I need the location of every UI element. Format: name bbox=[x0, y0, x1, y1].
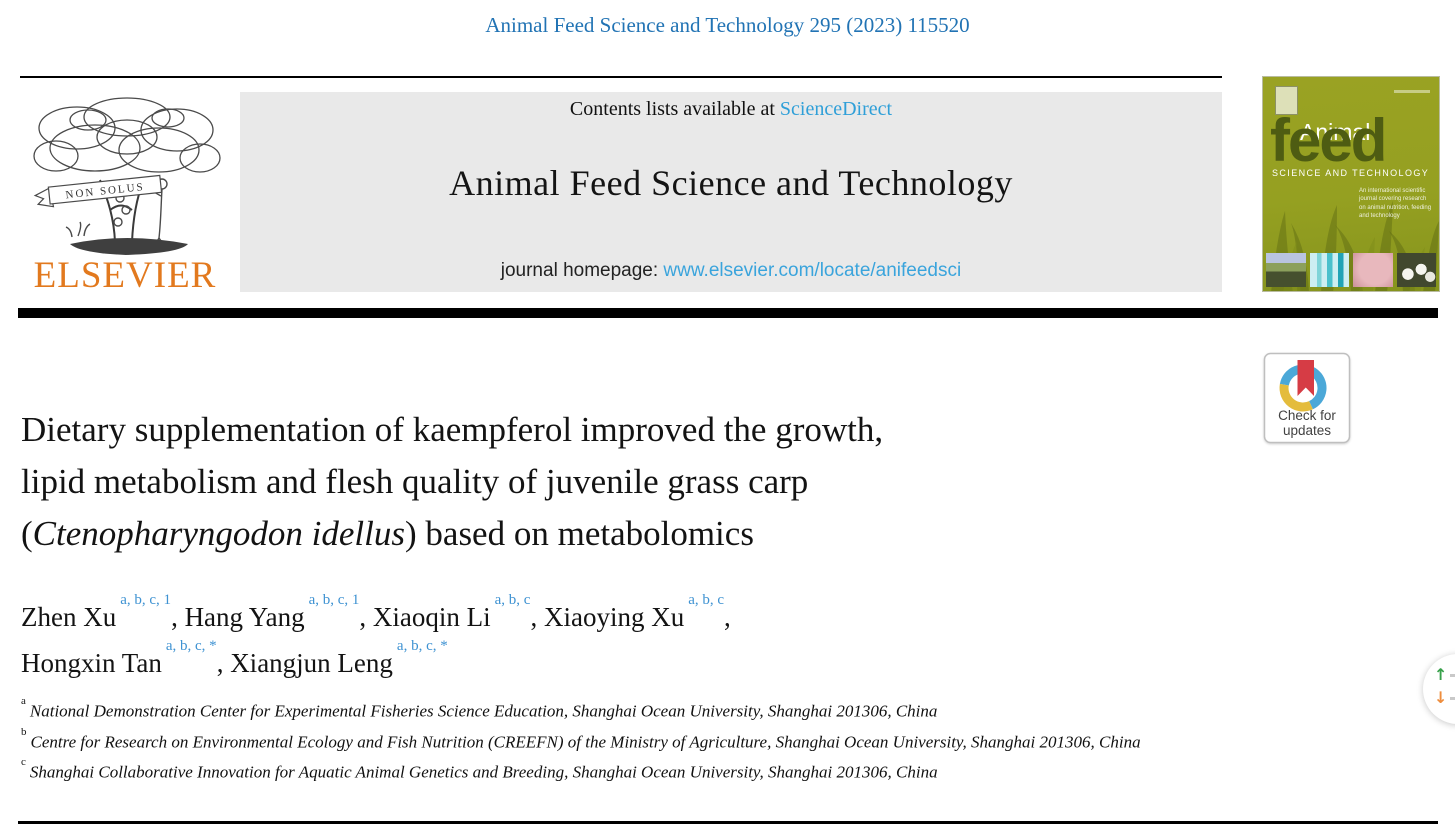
contents-list-line: Contents lists available at ScienceDirec… bbox=[240, 98, 1222, 121]
title-line3-rest: ) based on metabolomics bbox=[405, 514, 754, 553]
author-affiliation-sup: a, b, c bbox=[494, 592, 531, 608]
author-separator: , bbox=[359, 602, 373, 632]
cover-photo-strip bbox=[1263, 253, 1439, 287]
author-name: Hongxin Tan bbox=[21, 648, 162, 678]
author: Xiaoying Xua, b, c, bbox=[543, 592, 731, 632]
affiliation-text: Shanghai Collaborative Innovation for Aq… bbox=[29, 762, 938, 782]
journal-homepage-line: journal homepage: www.elsevier.com/locat… bbox=[240, 260, 1222, 282]
badge-label-line1: Check for bbox=[1278, 408, 1336, 423]
author-affiliation-sup: a, b, c bbox=[688, 592, 725, 608]
article-title: Dietary supplementation of kaempferol im… bbox=[21, 404, 1231, 560]
author-name: Zhen Xu bbox=[21, 602, 117, 632]
badge-ring-blue bbox=[1279, 364, 1327, 410]
author-line-2: Hongxin Tana, b, c, *, Xiangjun Lenga, b… bbox=[21, 638, 1121, 684]
cover-elsevier-mini-logo bbox=[1275, 86, 1298, 115]
check-for-updates-badge[interactable]: Check for updates bbox=[1263, 352, 1351, 444]
scroll-up-arrow-icon[interactable]: ↑ bbox=[1434, 665, 1448, 684]
affiliation-a: aNational Demonstration Center for Exper… bbox=[21, 694, 1259, 725]
author-separator: , bbox=[216, 648, 231, 678]
article-title-line1: Dietary supplementation of kaempferol im… bbox=[21, 410, 884, 449]
sciencedirect-link[interactable]: ScienceDirect bbox=[779, 98, 893, 120]
author: Hang Yanga, b, c, 1, bbox=[184, 592, 373, 632]
author-name: Xiaoqin Li bbox=[372, 602, 491, 632]
author: Zhen Xua, b, c, 1, bbox=[21, 592, 185, 632]
header-thick-divider bbox=[18, 308, 1438, 318]
cover-thumb-chickens bbox=[1396, 253, 1436, 287]
elsevier-logo: NON SOLUS ELSEVIER bbox=[18, 90, 232, 296]
scroll-widget-mark bbox=[1450, 674, 1455, 677]
author: Xiaoqin Lia, b, c, bbox=[372, 592, 544, 632]
cover-title-animal: Animal bbox=[1300, 119, 1371, 145]
journal-citation-header: Animal Feed Science and Technology 295 (… bbox=[485, 13, 970, 37]
homepage-prefix-text: journal homepage: bbox=[500, 260, 664, 281]
scroll-navigation-widget[interactable]: ↑ ↓ bbox=[1423, 654, 1455, 724]
cover-issn-placeholder bbox=[1394, 90, 1430, 93]
cover-thumb-testtubes bbox=[1309, 253, 1349, 287]
badge-ring-yellow bbox=[1279, 383, 1313, 412]
affiliation-text: National Demonstration Center for Experi… bbox=[29, 701, 938, 721]
elsevier-wordmark: ELSEVIER bbox=[33, 255, 217, 296]
elsevier-tree-icon: NON SOLUS bbox=[33, 97, 221, 255]
affiliation-label: c bbox=[21, 756, 26, 769]
author-line-1: Zhen Xua, b, c, 1, Hang Yanga, b, c, 1, … bbox=[21, 592, 1121, 638]
cover-thumb-cattle bbox=[1266, 253, 1306, 287]
cover-thumb-pig bbox=[1353, 253, 1393, 287]
journal-homepage-link[interactable]: www.elsevier.com/locate/anifeedsci bbox=[663, 260, 962, 281]
affiliation-label: b bbox=[21, 725, 27, 738]
contents-prefix-text: Contents lists available at bbox=[569, 98, 780, 120]
author-list: Zhen Xua, b, c, 1, Hang Yanga, b, c, 1, … bbox=[21, 592, 1121, 684]
journal-cover-image: Animal feed SCIENCE AND TECHNOLOGY An in… bbox=[1262, 76, 1440, 292]
journal-name: Animal Feed Science and Technology bbox=[449, 163, 1013, 203]
author-name: Xiaoying Xu bbox=[543, 602, 685, 632]
affiliation-list: aNational Demonstration Center for Exper… bbox=[21, 694, 1259, 786]
bottom-divider bbox=[18, 821, 1438, 824]
badge-label-line2: updates bbox=[1283, 423, 1331, 438]
article-title-line3: (Ctenopharyngodon idellus) based on meta… bbox=[21, 508, 1231, 560]
author-separator: , bbox=[530, 602, 544, 632]
scroll-widget-mark bbox=[1450, 697, 1455, 700]
species-name-italic: Ctenopharyngodon idellus bbox=[32, 514, 405, 553]
author-affiliation-sup: a, b, c, 1 bbox=[308, 592, 360, 608]
affiliation-text: Centre for Research on Environmental Eco… bbox=[30, 732, 1141, 752]
cover-subtitle: SCIENCE AND TECHNOLOGY bbox=[1272, 168, 1430, 178]
journal-banner: Contents lists available at ScienceDirec… bbox=[240, 92, 1222, 292]
article-title-line2: lipid metabolism and flesh quality of ju… bbox=[21, 462, 809, 501]
scroll-down-arrow-icon[interactable]: ↓ bbox=[1434, 688, 1448, 707]
author-name: Hang Yang bbox=[184, 602, 305, 632]
author-affiliation-sup: a, b, c, * bbox=[396, 638, 448, 654]
cover-title-feed: feed bbox=[1270, 107, 1387, 174]
author-separator: , bbox=[724, 602, 731, 632]
affiliation-c: cShanghai Collaborative Innovation for A… bbox=[21, 755, 1259, 786]
author-affiliation-sup: a, b, c, * bbox=[165, 638, 217, 654]
affiliation-label: a bbox=[21, 695, 26, 707]
author: Xiangjun Lenga, b, c, * bbox=[230, 638, 448, 678]
author-affiliation-sup: a, b, c, 1 bbox=[120, 592, 172, 608]
title-paren-open: ( bbox=[21, 514, 33, 553]
affiliation-b: bCentre for Research on Environmental Ec… bbox=[21, 725, 1259, 756]
author-name: Xiangjun Leng bbox=[230, 648, 393, 678]
author: Hongxin Tana, b, c, *, bbox=[21, 638, 231, 678]
badge-bookmark-icon bbox=[1297, 360, 1314, 396]
author-separator: , bbox=[171, 602, 185, 632]
cover-tagline: An international scientific journal cove… bbox=[1359, 188, 1432, 220]
top-divider bbox=[20, 76, 1222, 78]
